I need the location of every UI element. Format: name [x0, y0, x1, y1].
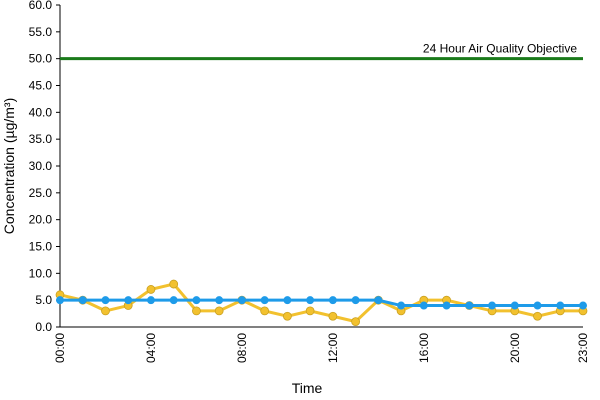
data-point [260, 306, 270, 316]
y-tick-label: 15.0 [29, 240, 53, 254]
series-line [60, 298, 583, 308]
data-point [579, 301, 587, 310]
data-point [328, 296, 337, 305]
data-point [283, 296, 292, 305]
data-point [260, 296, 269, 305]
x-tick-label: 04:00 [144, 333, 158, 363]
reference-label: 24 Hour Air Quality Objective [423, 42, 577, 56]
data-point [397, 301, 406, 310]
y-tick-label: 50.0 [29, 52, 53, 66]
y-tick-label: 25.0 [29, 186, 53, 200]
data-point [78, 296, 87, 305]
y-tick-label: 20.0 [29, 213, 53, 227]
data-point [306, 296, 315, 305]
data-point [215, 296, 224, 305]
y-tick-label: 45.0 [29, 79, 53, 93]
x-tick-label: 08:00 [235, 333, 249, 363]
x-tick-label: 23:00 [576, 333, 590, 363]
data-point [328, 311, 338, 321]
data-point [282, 311, 292, 321]
data-point [533, 301, 542, 310]
x-axis-label: Time [292, 380, 323, 396]
data-point [533, 311, 542, 321]
series-line [59, 282, 583, 324]
y-tick-label: 60.0 [29, 0, 53, 12]
x-tick-label: 16:00 [417, 333, 431, 363]
y-tick-label: 35.0 [29, 132, 53, 146]
data-point [214, 306, 224, 316]
x-tick-label: 12:00 [326, 333, 340, 363]
data-point [124, 296, 133, 305]
y-tick-label: 55.0 [29, 25, 53, 39]
data-point [419, 301, 428, 310]
y-tick-label: 0.0 [35, 320, 52, 334]
data-point [146, 285, 156, 294]
data-point [169, 279, 179, 289]
x-tick-label: 20:00 [508, 333, 522, 363]
data-point [237, 296, 246, 305]
y-tick-label: 5.0 [35, 293, 52, 307]
data-point [101, 296, 110, 305]
data-point [465, 301, 474, 310]
y-tick-label: 10.0 [29, 266, 53, 280]
data-point [442, 301, 451, 310]
data-point [351, 296, 360, 305]
data-point [146, 296, 155, 305]
data-point [488, 301, 497, 310]
data-point [374, 296, 383, 305]
y-tick-label: 40.0 [29, 105, 53, 119]
data-point [351, 317, 361, 327]
data-point [192, 296, 201, 305]
data-point [169, 296, 178, 305]
data-point [101, 306, 110, 316]
data-point [192, 306, 201, 316]
data-point [510, 301, 519, 310]
y-tick-label: 30.0 [29, 159, 53, 173]
x-tick-label: 00:00 [53, 333, 67, 363]
y-axis-label: Concentration (µg/m³) [1, 98, 17, 234]
data-point [556, 301, 565, 310]
data-point [305, 306, 315, 316]
data-point [56, 296, 64, 305]
